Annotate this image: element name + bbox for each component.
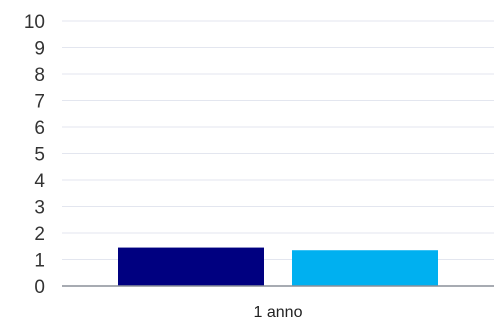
x-axis-category-labels: 1 anno: [254, 304, 303, 321]
y-tick-label: 0: [34, 277, 45, 298]
y-tick-label: 9: [34, 39, 45, 60]
y-axis-tick-labels: 0 1 2 3 4 5 6 7 8 9 10: [24, 12, 46, 298]
bar-series-1: [118, 247, 264, 286]
y-tick-label: 4: [34, 171, 45, 192]
y-tick-label: 1: [34, 251, 45, 272]
y-tick-label: 7: [34, 92, 45, 113]
y-tick-label: 10: [24, 12, 45, 33]
y-tick-label: 3: [34, 198, 45, 219]
y-tick-label: 6: [34, 118, 45, 139]
y-tick-label: 5: [34, 145, 45, 166]
bars: [118, 247, 438, 286]
x-category-label: 1 anno: [254, 304, 303, 321]
bar-series-2: [292, 250, 438, 286]
y-tick-label: 2: [34, 224, 45, 245]
y-tick-label: 8: [34, 65, 45, 86]
gridlines: [62, 20, 494, 260]
